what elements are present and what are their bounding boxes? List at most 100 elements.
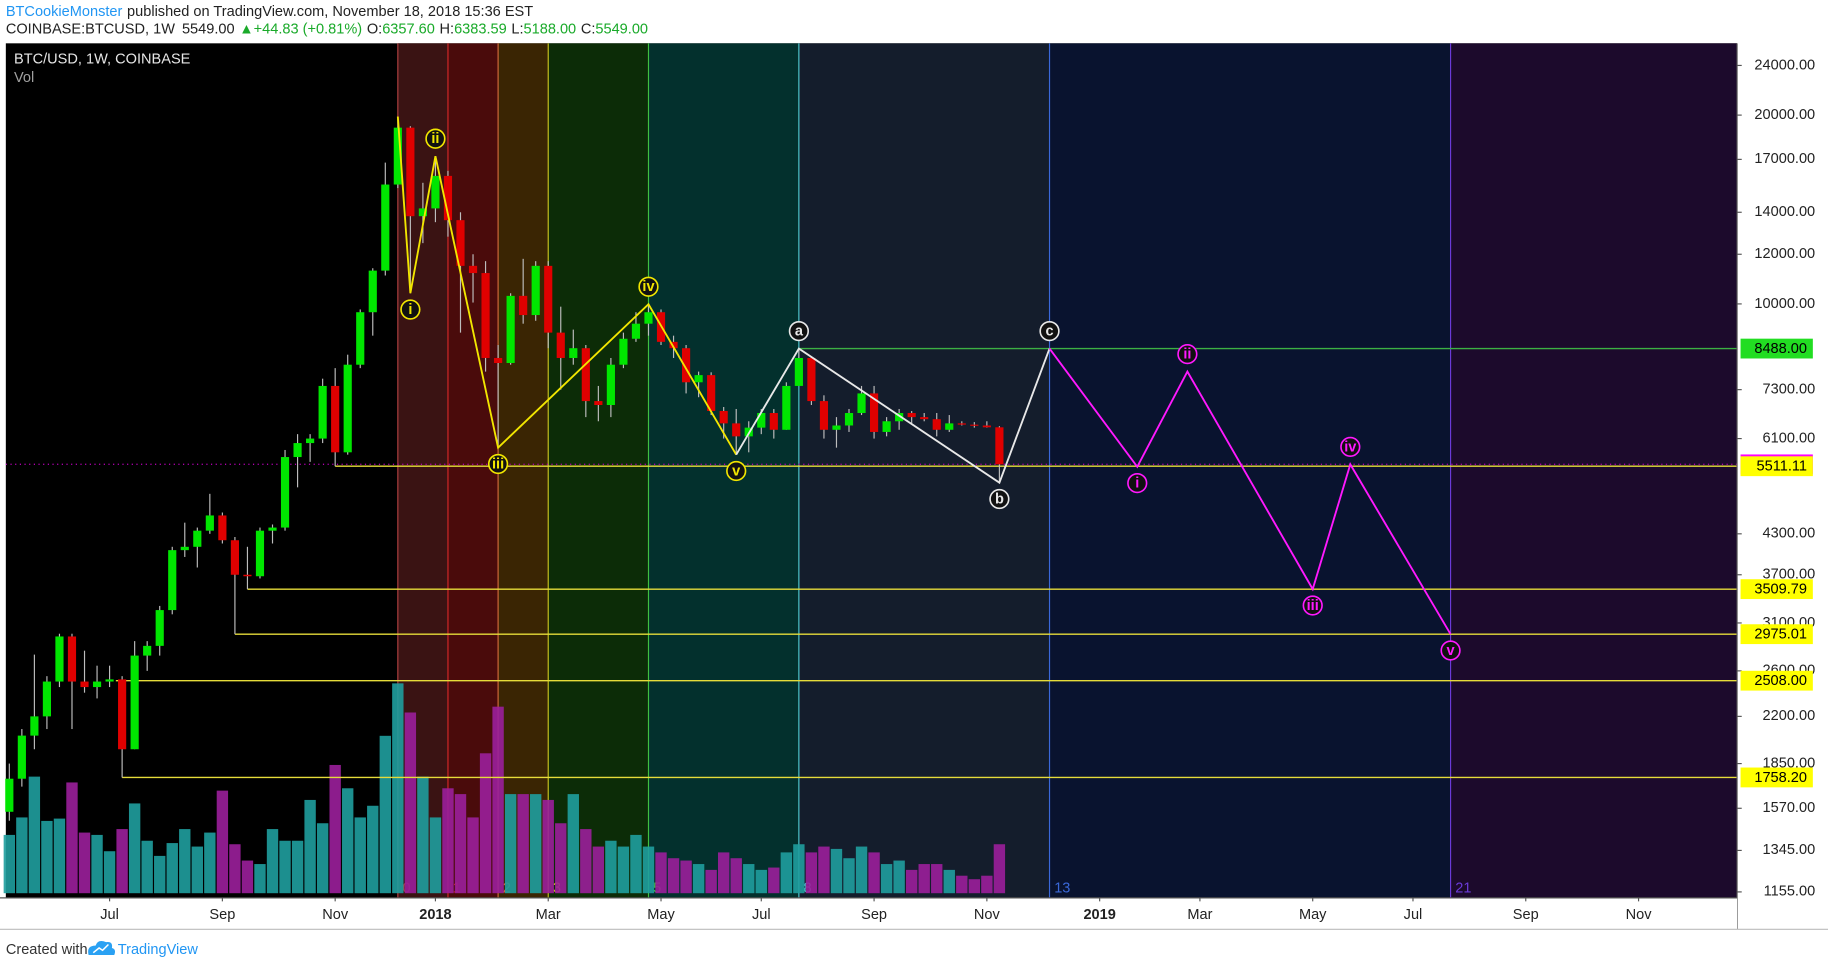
volume-bar [705,869,717,894]
wave-label-circle [1177,343,1198,365]
candle-body [205,515,214,531]
candle-body [895,413,904,422]
candle-body [544,265,553,333]
change: ▲+44.83 (+0.81%) [239,21,362,37]
volume-bar [642,846,655,894]
volume-bar [229,844,241,894]
logo-line [92,943,109,954]
candle-body [456,220,465,266]
candle-body [832,425,841,430]
volume-bar [291,840,304,894]
candle-body [995,427,1004,465]
y-tick-label: 1345.00 [1763,842,1816,858]
candle-body [306,438,315,444]
wave-label-circle [1340,436,1361,458]
candle-body [331,385,340,453]
ohlc: O:6357.60 H:6383.59 L:5188.00 C:5549.00 [367,21,648,37]
brand-logo [88,941,116,955]
candle-body [431,175,440,209]
wave-label-circle [400,299,421,320]
candle-body [819,401,829,430]
wave-label: ii [1183,347,1191,363]
candle-body [468,265,478,274]
volume-bar [918,864,930,894]
volume-bar [41,820,53,894]
candle-body [55,636,64,682]
y-tick-label: 14000.00 [1754,204,1815,220]
volume-bar [66,782,78,894]
candle-body [769,413,778,430]
candle-body [381,184,390,271]
wave-label-circle [989,488,1010,510]
candle-body [644,312,653,324]
candle-body [920,417,929,420]
candle-body [5,778,14,812]
y-tick-label: 20000.00 [1754,107,1815,123]
volume-bar [542,799,554,894]
volume-bar [743,864,755,894]
volume-bar [91,834,103,894]
level-label-bg [1740,456,1813,477]
candle-body [844,413,854,426]
wave-label: b [995,491,1004,507]
logo-cloud [88,941,116,955]
volume-bar [605,840,617,894]
volume-bar [28,776,41,894]
x-tick-label: Sep [861,907,887,923]
volume-bar [692,864,705,894]
x-tick-label: Sep [209,907,235,923]
candle-body [719,410,728,424]
volume-bar [141,840,153,894]
volume-bar [329,764,341,894]
time-zone-fill [798,43,1050,898]
wave-path [735,347,1051,485]
candle-body [732,423,741,437]
volume-bar [805,852,818,894]
volume-bar [367,805,379,894]
legend-title: BTC/USD, 1W, COINBASE [14,51,191,67]
volume-bar [793,844,805,894]
candle-body [519,295,528,316]
volume-bar [116,829,128,894]
volume-bar [479,753,492,894]
volume-bar [16,817,28,894]
volume-bar [905,869,918,894]
wave-label-circle [1127,472,1148,494]
wave-label: iv [642,279,655,295]
volume-bar [442,788,454,894]
x-tick-label: Sep [1513,907,1539,923]
ohlc-value: 6383.59 [454,21,507,37]
wave-label-circle [487,453,509,475]
volume-bar [981,875,993,894]
plot: 0123581321iiiiiiivvabciiiiiiivv [3,43,1738,898]
wave-label: a [795,324,804,340]
candle-body [707,375,716,411]
volume-bar [855,846,868,894]
volume-bar [755,869,767,894]
candle-body [168,550,177,611]
candle-body [569,348,578,358]
candle-body [406,127,415,217]
y-tick-label: 7300.00 [1763,381,1816,397]
wave-path [396,116,738,456]
volume-bar [580,829,592,894]
candle-body [356,312,365,365]
candle-body [443,175,453,221]
x-tick-label: Nov [322,907,349,923]
candle-body [782,385,791,430]
volume-bar [216,790,229,894]
candle-body [80,681,89,688]
wave-path [1048,348,1452,635]
volume-bar [254,864,266,894]
volume-bar [392,683,404,894]
wave-label: i [1135,476,1139,492]
candle-body [67,636,77,682]
wave-label-circle [726,460,747,482]
wave-label-circle [425,128,446,149]
volume-bar [304,799,316,894]
time-zone-fill [1450,43,1738,898]
volume-bar [128,803,141,894]
volume-bar [342,788,354,894]
footer-brand[interactable]: TradingView [118,942,199,958]
